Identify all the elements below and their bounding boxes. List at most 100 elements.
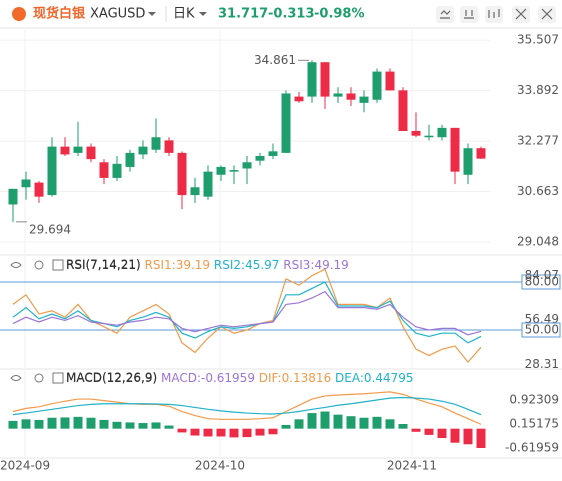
candle-body <box>281 93 291 153</box>
histogram-bar <box>463 428 473 445</box>
candle-body <box>8 188 18 205</box>
period[interactable]: 日K <box>173 7 195 22</box>
dropdown-icon[interactable] <box>199 12 207 16</box>
candle-body <box>34 182 44 197</box>
candle-body <box>138 146 148 155</box>
histogram-bar <box>294 419 304 429</box>
y-tick-label: 28.31 <box>525 357 559 371</box>
tool-button[interactable] <box>436 6 454 23</box>
tool-icon <box>515 8 527 20</box>
candle-body <box>47 146 57 196</box>
tool-icon <box>541 8 553 20</box>
histogram-bar <box>307 413 317 429</box>
candle-body <box>411 130 421 136</box>
candle-body <box>60 146 70 155</box>
candle-body <box>463 148 473 175</box>
indicator-title: MACD(12,26,9) <box>66 371 157 385</box>
legend-part: MACD(12,26,9) <box>66 371 157 385</box>
legend-part: : <box>278 371 282 385</box>
candle-body <box>229 170 239 172</box>
histogram-bar <box>138 423 148 429</box>
legend-part: : <box>241 258 245 272</box>
eye-icon[interactable] <box>10 375 22 381</box>
histogram-bar <box>320 411 330 429</box>
legend-part: : <box>360 371 364 385</box>
histogram-bar <box>21 419 31 429</box>
dropdown-icon[interactable] <box>148 12 156 16</box>
x-tick-label: 2024-11 <box>387 459 437 473</box>
candle-body <box>164 140 174 153</box>
candle-body <box>268 151 278 157</box>
candle-body <box>320 62 330 97</box>
histogram-bar <box>86 417 96 429</box>
tool-icon <box>488 9 500 18</box>
histogram-bar <box>177 428 187 433</box>
legend-part: RSI3 <box>283 258 310 272</box>
legend-part: 0.44795 <box>364 371 414 385</box>
legend-part: : <box>172 258 176 272</box>
histogram-bar <box>242 428 252 438</box>
candle-body <box>216 166 226 175</box>
candle-body <box>307 62 317 97</box>
histogram-bar <box>450 428 460 443</box>
candle-body <box>21 179 31 188</box>
candle-body <box>398 90 408 131</box>
y-tick-label: 32.277 <box>517 134 559 148</box>
settings-icon[interactable] <box>34 373 44 383</box>
candle-body <box>86 146 96 160</box>
histogram-bar <box>424 428 434 435</box>
legend-part: : <box>197 371 201 385</box>
legend-part: : <box>310 258 314 272</box>
histogram-bar <box>333 414 343 429</box>
candle-body <box>73 146 83 153</box>
histogram-bar <box>385 419 395 429</box>
histogram-bar <box>359 417 369 429</box>
histogram-bar <box>437 428 447 439</box>
tool-button[interactable] <box>460 6 478 23</box>
legend-part: RSI(7,14,21) <box>66 258 141 272</box>
y-tick-label: 80.00 <box>525 275 559 289</box>
y-tick-label: 84.07 <box>525 268 559 282</box>
eye-icon[interactable] <box>10 262 22 268</box>
candle-body <box>372 71 382 100</box>
candle-body <box>203 171 213 197</box>
histogram-bar <box>47 417 57 429</box>
y-tick-label: 30.663 <box>517 184 559 198</box>
tool-icon <box>440 10 451 19</box>
x-tick-label: 2024-10 <box>195 459 245 473</box>
histogram-bar <box>203 428 213 437</box>
histogram-bar <box>255 428 265 436</box>
indicator-line <box>12 290 482 336</box>
y-tick-label: 0.92309 <box>509 392 559 406</box>
legend-part: DEA <box>335 371 361 385</box>
candle-body <box>346 93 356 100</box>
candle-body <box>242 162 252 169</box>
candle-body <box>476 148 486 159</box>
candle-body <box>437 127 447 138</box>
expand-icon[interactable] <box>52 372 64 384</box>
histogram-bar <box>125 422 135 429</box>
y-tick-label: 0.15175 <box>509 416 559 430</box>
histogram-bar <box>34 419 44 429</box>
legend-part: DIF <box>259 371 279 385</box>
y-tick-label: 35.507 <box>517 33 559 47</box>
legend-part: 49.19 <box>314 258 348 272</box>
logo <box>12 7 26 21</box>
legend-part: 45.97 <box>245 258 279 272</box>
high-annotation: 34.861 <box>254 53 296 67</box>
candle-body <box>359 96 369 103</box>
indicator-title: RSI(7,14,21) <box>66 258 141 272</box>
symbol[interactable]: XAGUSD <box>90 7 145 22</box>
legend-part: RSI2 <box>214 258 241 272</box>
candle-body <box>333 93 343 97</box>
legend-part: -0.61959 <box>201 371 255 385</box>
histogram-bar <box>151 422 161 429</box>
expand-icon[interactable] <box>52 259 64 271</box>
candle-body <box>450 127 460 172</box>
candle-body <box>112 163 122 178</box>
settings-icon[interactable] <box>34 260 44 270</box>
histogram-bar <box>346 416 356 429</box>
histogram-bar <box>229 428 239 438</box>
